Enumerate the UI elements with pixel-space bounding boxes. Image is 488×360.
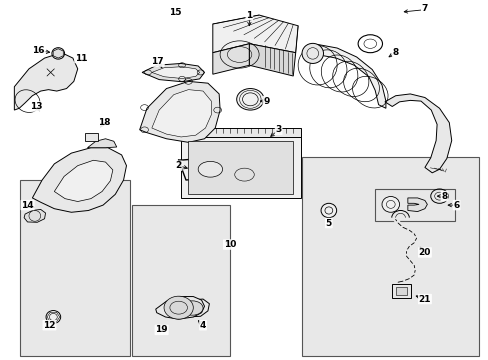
- Text: 19: 19: [155, 325, 167, 334]
- Polygon shape: [407, 198, 427, 212]
- Text: 21: 21: [418, 294, 430, 303]
- Polygon shape: [384, 94, 451, 173]
- Text: 18: 18: [98, 118, 110, 127]
- Polygon shape: [190, 148, 215, 193]
- Polygon shape: [87, 139, 117, 148]
- Polygon shape: [178, 153, 281, 180]
- Bar: [302, 157, 478, 356]
- Ellipse shape: [163, 296, 193, 319]
- Text: 6: 6: [452, 201, 459, 210]
- Polygon shape: [152, 67, 199, 78]
- Text: 15: 15: [169, 9, 181, 18]
- Text: 7: 7: [421, 5, 427, 14]
- Polygon shape: [178, 160, 185, 184]
- Ellipse shape: [302, 43, 323, 63]
- Text: 11: 11: [75, 54, 87, 63]
- Polygon shape: [14, 53, 78, 110]
- Text: 10: 10: [223, 240, 236, 249]
- Text: 16: 16: [32, 46, 45, 55]
- Text: 17: 17: [151, 57, 163, 66]
- Ellipse shape: [52, 48, 64, 59]
- Polygon shape: [185, 173, 281, 184]
- Polygon shape: [140, 81, 220, 142]
- Text: 4: 4: [200, 321, 206, 330]
- Text: 14: 14: [21, 201, 34, 210]
- Bar: [395, 287, 407, 296]
- Text: 8: 8: [440, 192, 447, 201]
- Polygon shape: [212, 44, 249, 74]
- Polygon shape: [152, 90, 211, 137]
- Text: 1: 1: [246, 10, 252, 19]
- Polygon shape: [305, 44, 385, 108]
- Text: 2: 2: [175, 161, 182, 170]
- Ellipse shape: [236, 89, 264, 110]
- Polygon shape: [54, 160, 113, 202]
- Polygon shape: [181, 137, 300, 198]
- Bar: [188, 141, 293, 194]
- Text: 20: 20: [418, 248, 430, 257]
- Bar: [374, 189, 454, 221]
- Text: 3: 3: [275, 125, 281, 134]
- Text: 12: 12: [43, 321, 56, 330]
- Ellipse shape: [381, 197, 399, 212]
- Bar: [20, 180, 130, 356]
- Text: 9: 9: [263, 96, 269, 105]
- Bar: [84, 134, 98, 141]
- Text: 15: 15: [169, 8, 181, 17]
- Polygon shape: [142, 63, 204, 82]
- Polygon shape: [181, 128, 300, 137]
- Ellipse shape: [46, 311, 61, 323]
- Text: 5: 5: [325, 219, 331, 228]
- Bar: [132, 205, 229, 356]
- Polygon shape: [176, 299, 209, 317]
- Polygon shape: [53, 49, 63, 58]
- Text: 7: 7: [421, 4, 427, 13]
- Polygon shape: [212, 15, 298, 53]
- Text: 13: 13: [29, 102, 42, 111]
- Ellipse shape: [321, 203, 336, 218]
- Ellipse shape: [181, 301, 203, 315]
- Bar: [391, 284, 410, 298]
- Polygon shape: [32, 148, 126, 212]
- Polygon shape: [156, 297, 204, 319]
- Polygon shape: [24, 210, 45, 222]
- Ellipse shape: [198, 161, 222, 177]
- Text: 8: 8: [392, 48, 398, 57]
- Polygon shape: [249, 44, 295, 76]
